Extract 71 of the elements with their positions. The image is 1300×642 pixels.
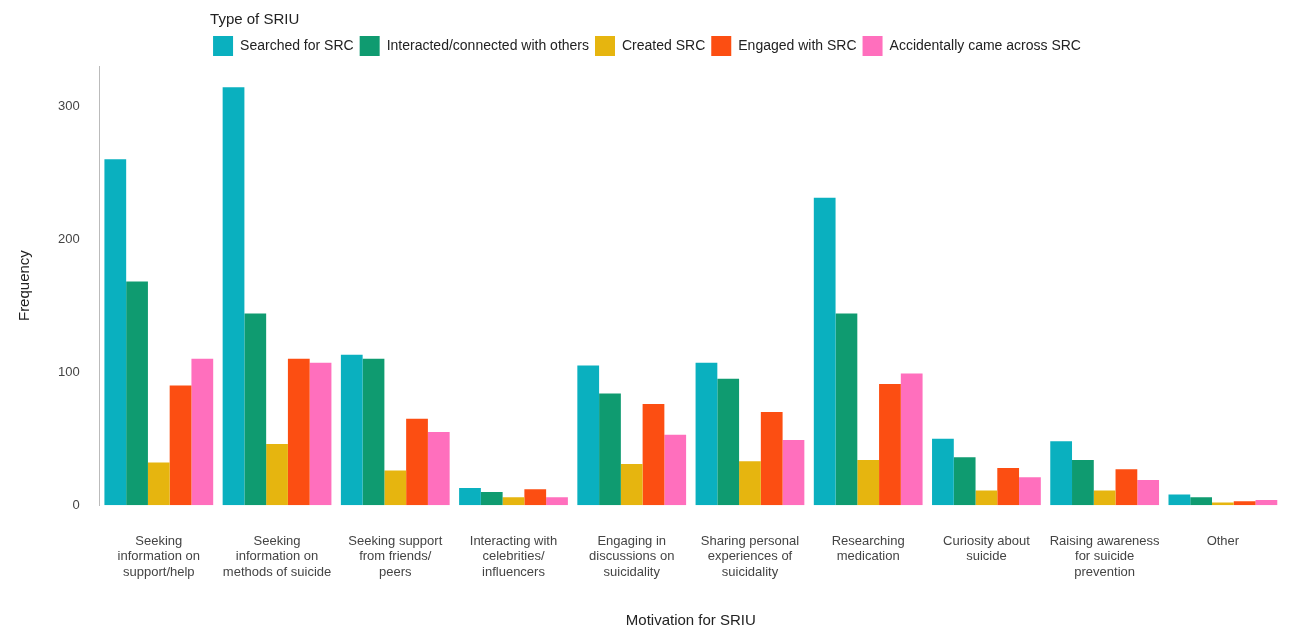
legend-title: Type of SRIU <box>210 9 300 27</box>
bar <box>695 362 718 506</box>
bar <box>953 457 976 506</box>
bar <box>427 432 450 506</box>
bar <box>857 459 880 506</box>
x-tick-label: Seeking support from friends/ peers <box>348 532 443 579</box>
bar <box>480 491 503 506</box>
x-tick-label: Seeking information on support/help <box>117 532 200 579</box>
legend-label: Created SRC <box>622 36 706 53</box>
y-tick-label: 200 <box>57 230 80 246</box>
bar <box>502 497 525 506</box>
bar <box>1050 441 1073 506</box>
x-tick-label: Sharing personal experiences of suicidality <box>700 532 800 579</box>
bar <box>717 378 740 506</box>
bar <box>1137 479 1160 506</box>
bar <box>126 281 148 506</box>
x-tick-label: Other <box>1206 532 1240 548</box>
bar <box>459 487 481 506</box>
x-tick-label: Raising awareness for suicide prevention <box>1049 532 1161 579</box>
x-tick-label: Engaging in discussions on suicidality <box>589 532 675 579</box>
bar <box>222 87 245 506</box>
legend-label: Engaged with SRC <box>738 36 857 53</box>
bar <box>835 313 858 506</box>
bar <box>287 358 310 506</box>
y-axis-title: Frequency <box>15 249 33 322</box>
x-tick-label: Seeking information on methods of suicide <box>222 532 332 579</box>
bar <box>932 438 954 506</box>
bar <box>266 443 288 506</box>
x-tick-label: Curiosity about suicide <box>943 532 1031 564</box>
bar <box>1072 459 1094 506</box>
legend-label: Searched for SRC <box>240 36 354 53</box>
x-tick-label: Researching medication <box>831 532 905 564</box>
bar <box>1093 490 1116 506</box>
bar <box>362 358 385 506</box>
y-tick-label: 300 <box>57 97 80 113</box>
legend-label: Accidentally came across SRC <box>889 36 1081 53</box>
x-tick-label: Interacting with celebrities/ influencers <box>469 532 558 579</box>
legend-label: Interacted/connected with others <box>386 36 589 53</box>
bar <box>879 384 901 506</box>
bar <box>900 373 923 506</box>
bar <box>1190 497 1213 506</box>
bar <box>340 354 363 506</box>
bar <box>406 418 428 506</box>
bar <box>524 489 547 506</box>
bar <box>147 462 170 506</box>
bar <box>169 385 192 506</box>
bar <box>813 197 836 506</box>
y-tick-label: 100 <box>57 363 80 379</box>
bar <box>384 470 407 506</box>
y-tick-label: 0 <box>72 496 80 512</box>
bar <box>546 497 568 506</box>
bar <box>664 434 687 506</box>
bar <box>620 463 643 506</box>
bar <box>997 467 1020 506</box>
bar <box>309 362 332 506</box>
bar <box>1168 494 1191 506</box>
bar <box>577 365 600 506</box>
bar <box>1255 499 1278 506</box>
bar <box>782 439 805 506</box>
bar <box>975 490 998 506</box>
bar <box>739 461 761 506</box>
bar <box>191 358 214 506</box>
x-axis-title: Motivation for SRIU <box>625 611 756 629</box>
bar <box>760 412 783 506</box>
bar <box>244 313 267 506</box>
bar <box>642 404 665 506</box>
bar <box>104 159 127 506</box>
bar <box>599 393 621 506</box>
bar <box>1233 501 1256 506</box>
bar <box>1019 477 1041 506</box>
bar <box>1115 469 1138 506</box>
